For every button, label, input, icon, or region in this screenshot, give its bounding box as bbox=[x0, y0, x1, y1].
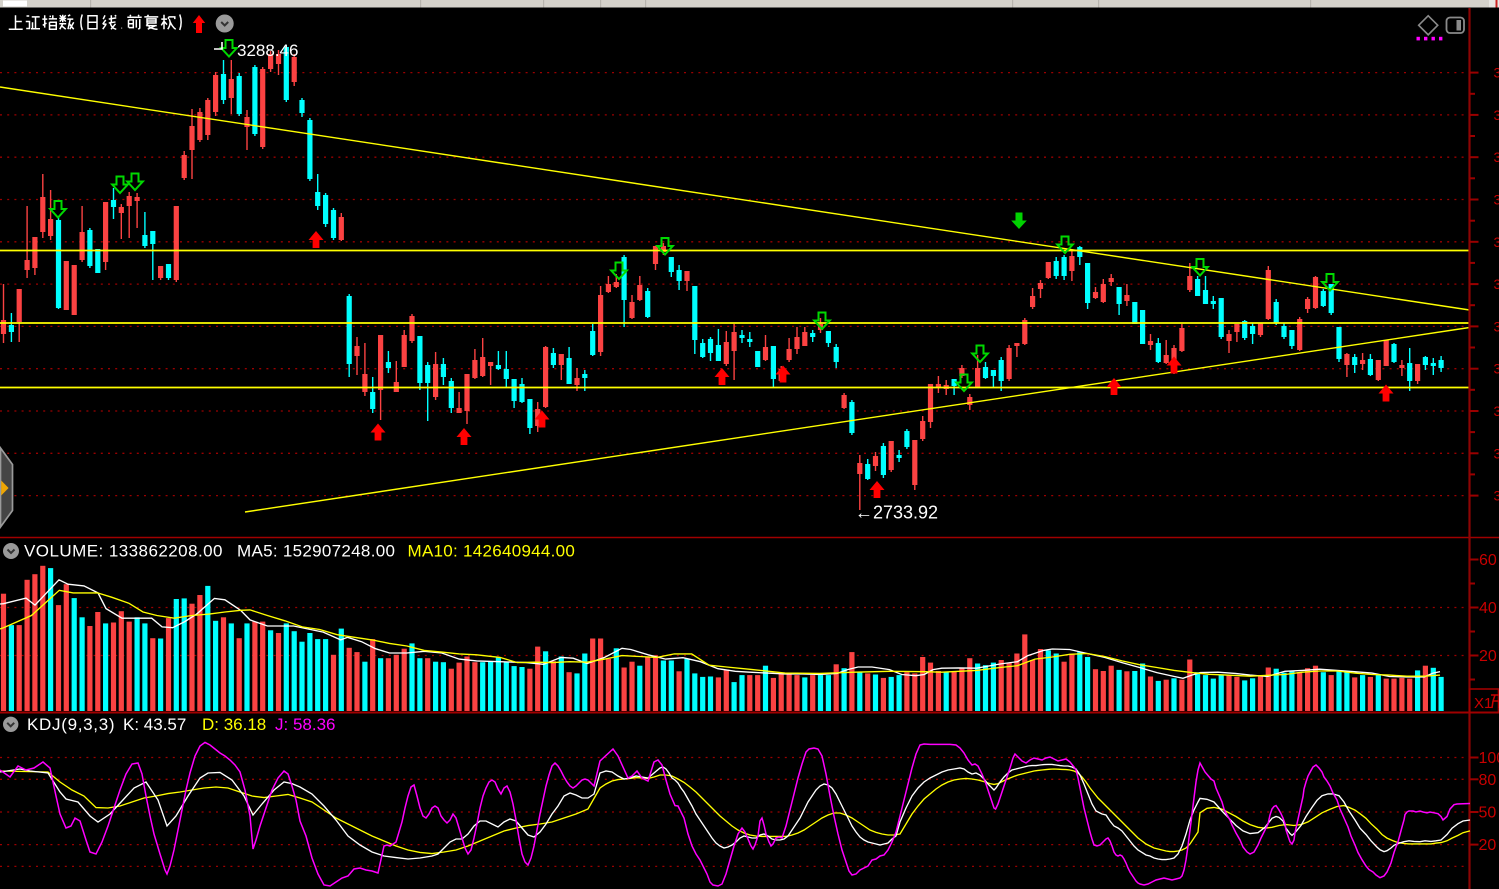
svg-text:X1: X1 bbox=[1474, 695, 1492, 712]
svg-text:3: 3 bbox=[1494, 318, 1499, 334]
svg-text:3: 3 bbox=[1494, 192, 1499, 208]
svg-text:3288.46: 3288.46 bbox=[237, 41, 298, 60]
svg-text:D: 36.18: D: 36.18 bbox=[202, 715, 266, 734]
svg-text:3: 3 bbox=[1494, 107, 1499, 123]
svg-text:80: 80 bbox=[1479, 772, 1497, 789]
svg-text:K: 43.57: K: 43.57 bbox=[123, 715, 186, 734]
svg-text:40: 40 bbox=[1479, 600, 1497, 617]
svg-text:20: 20 bbox=[1479, 837, 1497, 854]
svg-text:3: 3 bbox=[1494, 445, 1499, 461]
svg-text:60: 60 bbox=[1479, 552, 1497, 569]
svg-text:3: 3 bbox=[1494, 149, 1499, 165]
svg-text:MA5: 152907248.00: MA5: 152907248.00 bbox=[237, 542, 395, 561]
svg-text:3: 3 bbox=[1494, 361, 1499, 377]
svg-text:20: 20 bbox=[1479, 648, 1497, 665]
svg-text:100: 100 bbox=[1479, 750, 1499, 767]
svg-text:VOLUME: 133862208.00: VOLUME: 133862208.00 bbox=[24, 542, 223, 561]
svg-text:50: 50 bbox=[1479, 805, 1497, 822]
svg-text:KDJ(9,3,3): KDJ(9,3,3) bbox=[27, 715, 115, 734]
svg-text:3: 3 bbox=[1494, 276, 1499, 292]
svg-text:3: 3 bbox=[1494, 403, 1499, 419]
svg-text:←2733.92: ←2733.92 bbox=[855, 503, 938, 523]
svg-text:3: 3 bbox=[1494, 488, 1499, 504]
svg-text:J: 58.36: J: 58.36 bbox=[275, 715, 336, 734]
svg-text:MA10: 142640944.00: MA10: 142640944.00 bbox=[408, 542, 576, 561]
svg-text:3: 3 bbox=[1494, 234, 1499, 250]
svg-text:3: 3 bbox=[1494, 65, 1499, 81]
